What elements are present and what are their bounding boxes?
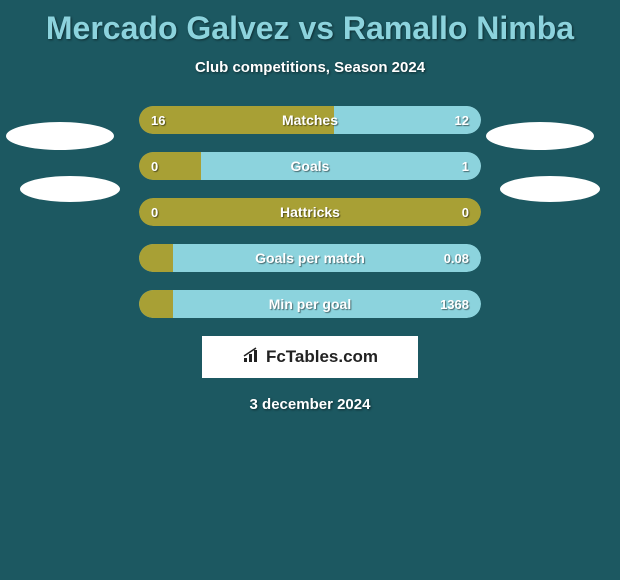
stat-row: Hattricks0 0 <box>139 198 481 226</box>
stat-label: Matches <box>139 112 481 128</box>
chart-icon <box>242 346 262 369</box>
stat-row: Min per goal1368 <box>139 290 481 318</box>
stat-row: Goals per match0.08 <box>139 244 481 272</box>
team-left-logo-placeholder-2 <box>20 176 120 202</box>
source-logo: FcTables.com <box>242 346 378 369</box>
stats-container: Matches1612Goals01Hattricks00Goals per m… <box>139 106 481 318</box>
stat-left-value: 0 <box>151 205 158 220</box>
stat-right-value: 0 <box>462 205 469 220</box>
stat-right-value: 1368 <box>440 297 469 312</box>
stat-label: Min per goal <box>139 296 481 312</box>
stat-left-value: 16 <box>151 113 165 128</box>
stat-label: Hattricks <box>139 204 481 220</box>
stat-label: Goals per match <box>139 250 481 266</box>
stat-row: Goals0 1 <box>139 152 481 180</box>
stat-row: Matches16 12 <box>139 106 481 134</box>
source-logo-box: FcTables.com <box>202 336 418 378</box>
stat-label: Goals <box>139 158 481 174</box>
page-title: Mercado Galvez vs Ramallo Nimba <box>0 0 620 47</box>
date-label: 3 december 2024 <box>0 396 620 413</box>
stat-right-value: 0.08 <box>444 251 469 266</box>
stat-right-value: 12 <box>455 113 469 128</box>
page-subtitle: Club competitions, Season 2024 <box>0 59 620 76</box>
source-logo-text: FcTables.com <box>266 347 378 367</box>
stat-right-value: 1 <box>462 159 469 174</box>
team-right-logo-placeholder-1 <box>486 122 594 150</box>
stat-left-value: 0 <box>151 159 158 174</box>
team-left-logo-placeholder-1 <box>6 122 114 150</box>
team-right-logo-placeholder-2 <box>500 176 600 202</box>
